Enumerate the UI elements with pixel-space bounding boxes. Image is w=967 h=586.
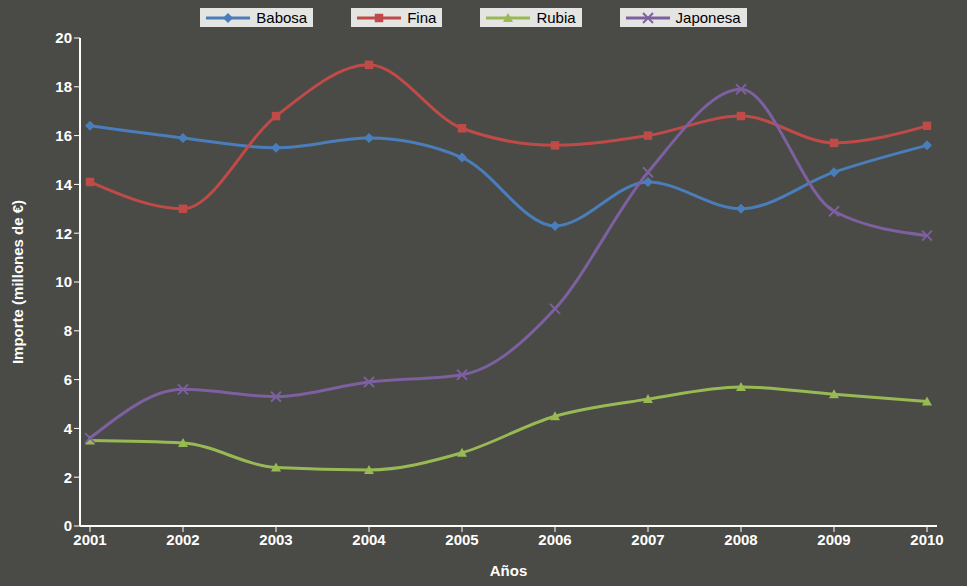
html-text:Fina: Fina [407,9,437,26]
svg-text:Años: Años [490,562,528,579]
svg-text:2002: 2002 [166,531,199,548]
html-text:Rubia: Rubia [536,9,576,26]
svg-text:18: 18 [55,78,72,95]
svg-text:2001: 2001 [73,531,106,548]
svg-text:20: 20 [55,29,72,46]
svg-text:10: 10 [55,273,72,290]
html-text:Babosa: Babosa [256,9,308,26]
svg-text:16: 16 [55,127,72,144]
svg-text:2007: 2007 [631,531,664,548]
svg-text:4: 4 [64,420,73,437]
svg-text:2005: 2005 [445,531,478,548]
svg-text:2010: 2010 [910,531,943,548]
svg-text:0: 0 [64,517,72,534]
svg-text:2006: 2006 [538,531,571,548]
html-text:Japonesa: Japonesa [675,9,741,26]
svg-text:Importe (millones de €): Importe (millones de €) [9,200,26,364]
svg-text:2: 2 [64,469,72,486]
svg-text:2008: 2008 [724,531,757,548]
svg-text:6: 6 [64,371,72,388]
svg-text:8: 8 [64,322,72,339]
svg-text:2004: 2004 [352,531,386,548]
svg-text:12: 12 [55,225,72,242]
svg-text:14: 14 [55,176,72,193]
svg-text:2009: 2009 [817,531,850,548]
svg-text:2003: 2003 [259,531,292,548]
